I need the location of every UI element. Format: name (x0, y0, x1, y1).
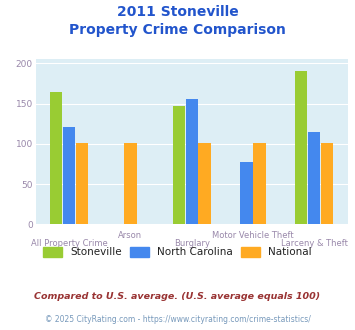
Bar (295, 72, 307, 224)
Text: Arson: Arson (118, 231, 142, 240)
Text: Property Crime Comparison: Property Crime Comparison (69, 23, 286, 37)
Text: © 2025 CityRating.com - https://www.cityrating.com/crime-statistics/: © 2025 CityRating.com - https://www.city… (45, 315, 310, 324)
Text: 2011 Stoneville: 2011 Stoneville (117, 5, 238, 19)
Bar (308, 132, 320, 224)
Bar (63, 127, 75, 224)
Text: Larceny & Theft: Larceny & Theft (281, 239, 348, 248)
Bar (240, 162, 253, 224)
Bar (173, 106, 185, 224)
Bar (321, 143, 333, 224)
Bar (50, 92, 62, 224)
Bar (76, 143, 88, 224)
Legend: Stoneville, North Carolina, National: Stoneville, North Carolina, National (40, 244, 315, 260)
Text: Compared to U.S. average. (U.S. average equals 100): Compared to U.S. average. (U.S. average … (34, 292, 321, 301)
Text: Motor Vehicle Theft: Motor Vehicle Theft (212, 231, 294, 240)
Text: Burglary: Burglary (174, 239, 210, 248)
Bar (186, 99, 198, 224)
Bar (253, 143, 266, 224)
Bar (124, 143, 137, 224)
Text: All Property Crime: All Property Crime (31, 239, 108, 248)
Bar (198, 143, 211, 224)
